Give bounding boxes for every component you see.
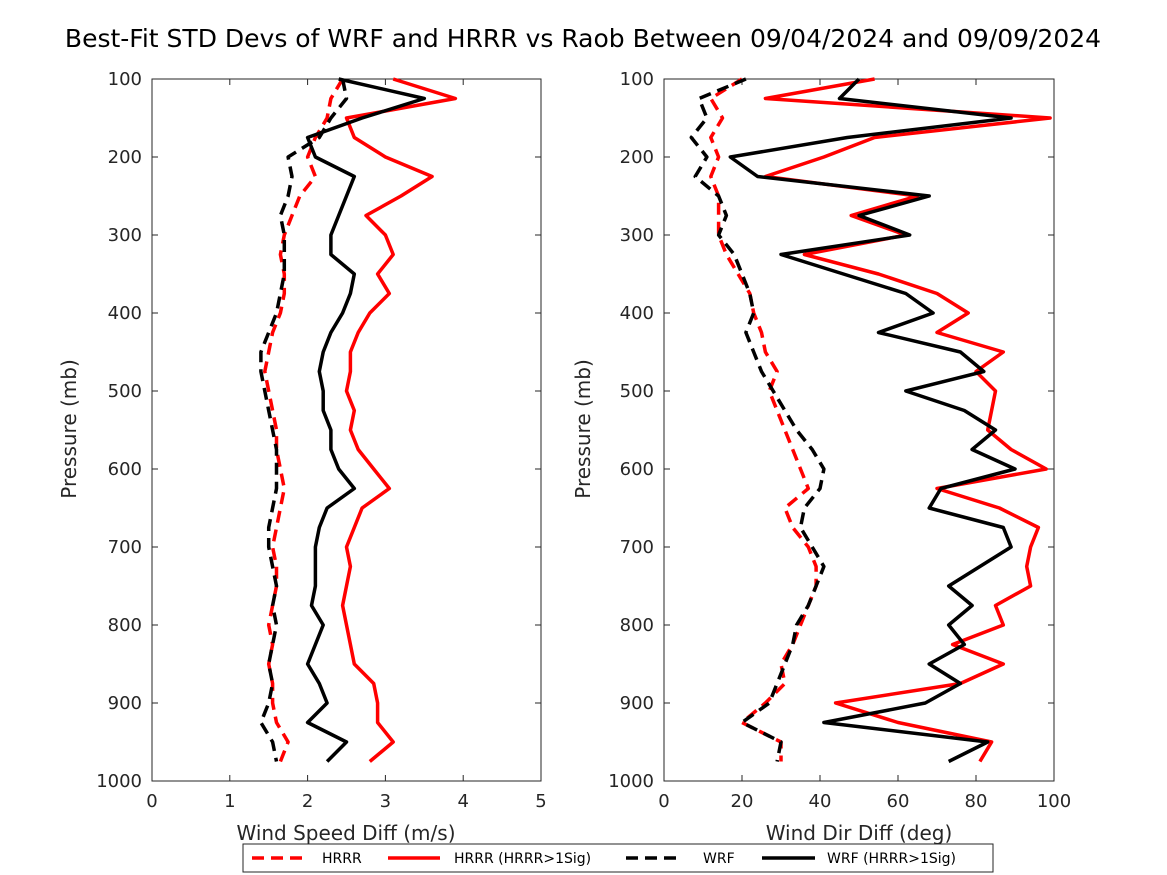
wind-speed-ylabel: Pressure (mb)	[57, 359, 81, 499]
wind-dir-ytick-label: 800	[620, 615, 654, 636]
wind-speed-xtick-label: 4	[457, 791, 468, 812]
legend-label: WRF (HRRR>1Sig)	[827, 851, 956, 867]
wind-dir-ytick-label: 900	[620, 693, 654, 714]
wind-speed-ytick-label: 700	[108, 537, 142, 558]
wind-dir-xtick-label: 60	[887, 791, 910, 812]
wind-speed-series-wrf	[259, 78, 349, 762]
wind-dir-ytick-label: 400	[620, 303, 654, 324]
legend: HRRR HRRR (HRRR>1Sig) WRF WRF (HRRR>1Sig)	[242, 843, 994, 873]
wind-speed-xtick-label: 5	[535, 791, 546, 812]
wind-dir-xtick-label: 100	[1037, 791, 1071, 812]
wind-dir-ytick-label: 300	[620, 225, 654, 246]
legend-box	[242, 843, 994, 873]
wind-dir-series-wrf-hrrr-1sig	[728, 77, 1017, 764]
wind-speed-panel: Wind Speed Diff (m/s) Pressure (mb) 0 1 2 3…	[57, 69, 547, 845]
wind-speed-series-hrrr-hrrr-1sig	[340, 77, 458, 763]
wind-speed-ytick-label: 900	[108, 693, 142, 714]
legend-label: HRRR	[322, 851, 362, 867]
wind-dir-xlabel: Wind Dir Diff (deg)	[766, 821, 953, 845]
wind-dir-ylabel: Pressure (mb)	[571, 359, 595, 499]
wind-dir-ytick-label: 1000	[608, 771, 654, 792]
figure-title: Best-Fit STD Devs of WRF and HRRR vs Rao…	[65, 24, 1101, 53]
wind-speed-ytick-label: 300	[108, 225, 142, 246]
wind-dir-ytick-label: 500	[620, 381, 654, 402]
wind-speed-ytick-label: 600	[108, 459, 142, 480]
wind-speed-series-hrrr	[263, 78, 345, 763]
wind-dir-ytick-label: 100	[620, 69, 654, 90]
wind-dir-xtick-label: 80	[965, 791, 988, 812]
wind-dir-series-wrf	[689, 77, 826, 762]
wind-dir-xtick-label: 20	[731, 791, 754, 812]
legend-label: HRRR (HRRR>1Sig)	[454, 851, 591, 867]
wind-speed-xlabel: Wind Speed Diff (m/s)	[236, 821, 455, 845]
wind-dir-xtick-label: 0	[658, 791, 669, 812]
wind-speed-xtick-label: 3	[380, 791, 391, 812]
wind-speed-ytick-label: 100	[108, 69, 142, 90]
wind-speed-ytick-label: 200	[108, 147, 142, 168]
wind-dir-ytick-label: 200	[620, 147, 654, 168]
wind-speed-series-wrf-hrrr-1sig	[305, 77, 427, 763]
wind-speed-ytick-label: 1000	[96, 771, 142, 792]
wind-dir-ytick-label: 600	[620, 459, 654, 480]
wind-speed-xtick-label: 2	[302, 791, 313, 812]
wind-dir-ytick-label: 700	[620, 537, 654, 558]
wind-dir-panel: Wind Dir Diff (deg) Pressure (mb) 0 20 40 6…	[571, 69, 1071, 845]
wind-speed-ytick-label: 400	[108, 303, 142, 324]
legend-label: WRF	[703, 851, 735, 867]
wind-speed-ytick-label: 800	[108, 615, 142, 636]
wind-speed-xtick-label: 0	[146, 791, 157, 812]
wind-dir-xtick-label: 40	[809, 791, 832, 812]
wind-speed-xtick-label: 1	[224, 791, 235, 812]
wind-speed-ytick-label: 500	[108, 381, 142, 402]
